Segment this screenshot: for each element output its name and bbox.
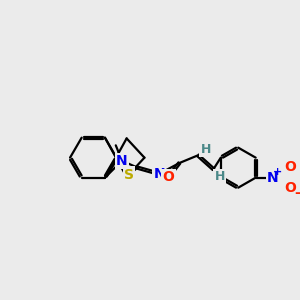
Text: O: O <box>163 170 174 184</box>
Text: N: N <box>153 167 165 181</box>
Text: S: S <box>124 168 134 182</box>
Text: N: N <box>267 171 278 185</box>
Text: H: H <box>214 170 225 183</box>
Text: H: H <box>200 143 211 156</box>
Text: +: + <box>273 167 282 177</box>
Text: N: N <box>116 154 128 168</box>
Text: -: - <box>295 186 300 200</box>
Text: O: O <box>284 160 296 174</box>
Text: O: O <box>284 182 296 196</box>
